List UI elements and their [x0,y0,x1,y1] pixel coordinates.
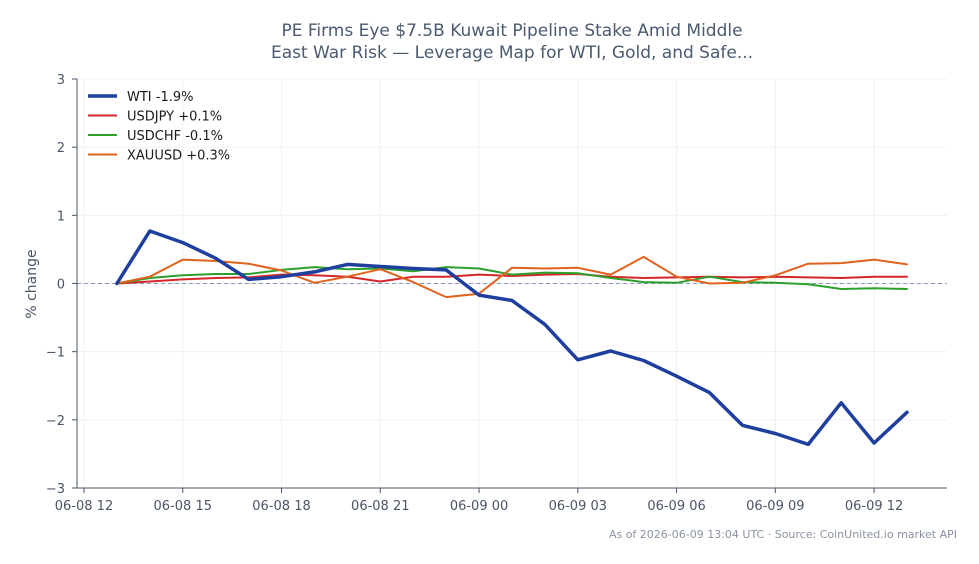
source-footnote: As of 2026-06-09 13:04 UTC · Source: Coi… [608,528,957,541]
series-line-xauusd [115,255,908,299]
x-tick-label: 06-09 12 [845,499,903,514]
y-tick-label: −2 [46,414,65,429]
x-tick-label: 06-08 21 [351,499,409,514]
tick-labels: −3 −2 −1 0 1 2 3 06-08 12 06-08 15 06-08 18 06-08 … [46,73,903,514]
series-lines [115,229,909,447]
x-tick-label: 06-09 09 [746,499,804,514]
y-tick-label: 0 [57,278,65,293]
legend-label: WTI -1.9% [127,90,193,105]
legend-label: USDJPY +0.1% [127,110,222,125]
series-line-usdchf [115,266,908,290]
y-tick-label: 1 [57,209,65,224]
x-tick-label: 06-09 03 [549,499,607,514]
y-tick-label: −3 [46,482,65,497]
legend-label: XAUUSD +0.3% [127,149,230,164]
chart-title: PE Firms Eye $7.5B Kuwait Pipeline Stake… [0,20,979,64]
legend: WTI -1.9% USDJPY +0.1% USDCHF -0.1% XAUUSD … [88,90,230,164]
legend-label: USDCHF -0.1% [127,129,223,144]
y-tick-label: −1 [46,346,65,361]
chart-title-line-2: East War Risk — Leverage Map for WTI, Go… [270,43,754,63]
x-tick-label: 06-09 06 [647,499,705,514]
x-tick-label: 06-08 12 [55,499,113,514]
y-tick-label: 2 [57,141,65,156]
x-tick-label: 06-08 18 [252,499,310,514]
series-line-wti [115,229,909,447]
chart-title-line-1: PE Firms Eye $7.5B Kuwait Pipeline Stake… [281,21,743,41]
y-tick-label: 3 [57,73,65,88]
y-axis-label: % change [24,249,40,318]
x-tick-label: 06-09 00 [450,499,508,514]
x-tick-label: 06-08 15 [154,499,212,514]
